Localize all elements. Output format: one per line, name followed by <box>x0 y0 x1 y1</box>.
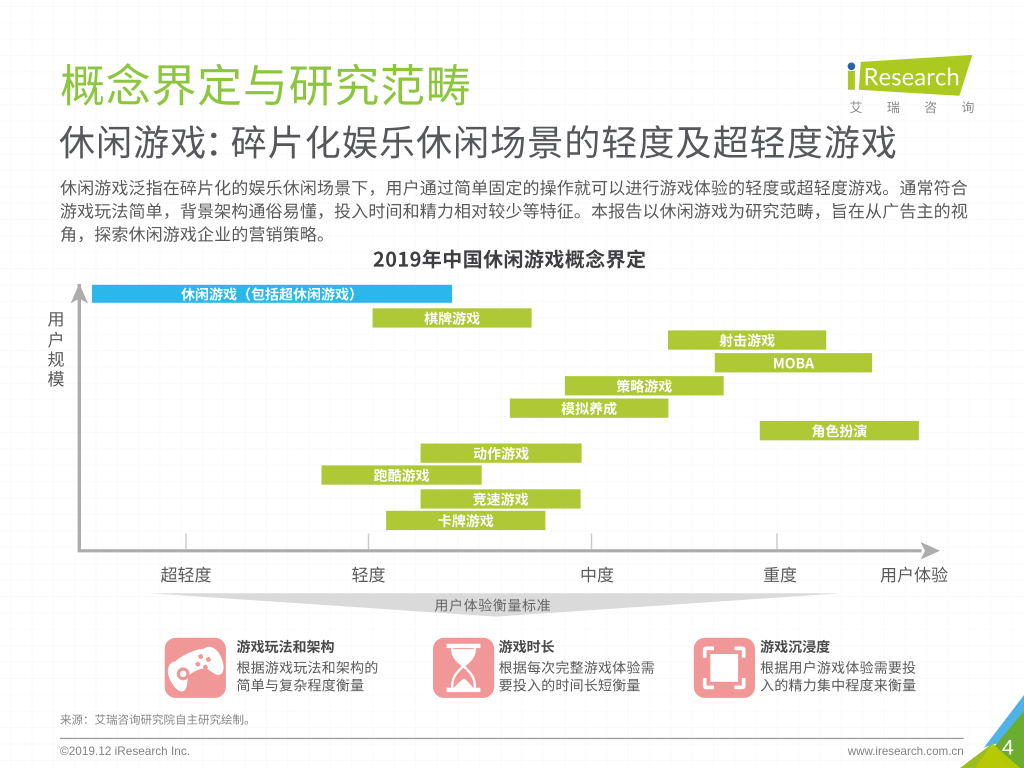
svg-text:www.iresearch.com.cn: www.iresearch.com.cn <box>847 745 964 758</box>
svg-text:©2019.12 iResearch Inc.: ©2019.12 iResearch Inc. <box>60 744 190 758</box>
svg-text:4: 4 <box>1002 736 1014 760</box>
